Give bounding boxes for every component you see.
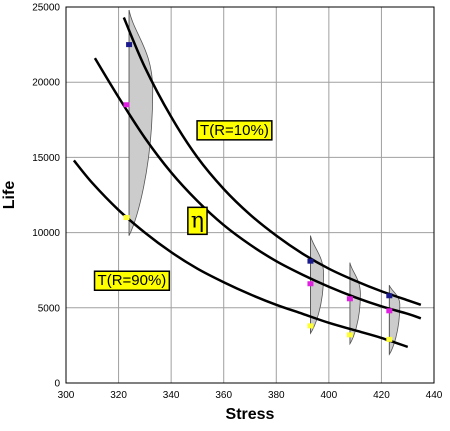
label-text: η bbox=[191, 208, 204, 233]
annotations: T(R=10%) η T(R=90%) bbox=[93, 120, 273, 291]
life-curves bbox=[72, 17, 422, 349]
x-tick-label: 320 bbox=[110, 390, 127, 401]
data-point-mid bbox=[346, 296, 353, 302]
x-tick-label: 300 bbox=[58, 390, 75, 401]
x-tick-label: 360 bbox=[215, 390, 232, 401]
y-tick-label: 5000 bbox=[38, 303, 61, 314]
data-point-top bbox=[126, 42, 133, 48]
tick-labels: 300 320 340 360 380 400 420 440 0 5000 10000 15000 2… bbox=[32, 3, 443, 402]
y-tick-label: 10000 bbox=[32, 228, 60, 239]
reliability-label: T(R=10%) bbox=[196, 120, 273, 141]
life-curve bbox=[122, 17, 422, 306]
label-text: T(R=90%) bbox=[98, 272, 167, 289]
data-point-low bbox=[123, 215, 130, 221]
x-axis-title: Stress bbox=[226, 406, 275, 423]
life-curve bbox=[93, 57, 422, 320]
grid-lines bbox=[65, 6, 435, 384]
x-tick-label: 400 bbox=[321, 390, 338, 401]
plot-frame bbox=[65, 6, 435, 384]
data-point-low bbox=[386, 336, 393, 342]
data-point-mid bbox=[123, 102, 130, 108]
reliability-label: T(R=90%) bbox=[93, 270, 171, 291]
y-tick-label: 20000 bbox=[32, 78, 60, 89]
x-tick-label: 420 bbox=[373, 390, 390, 401]
data-points bbox=[123, 42, 393, 342]
data-point-low bbox=[346, 332, 353, 338]
label-text: T(R=10%) bbox=[200, 122, 269, 139]
y-tick-label: 0 bbox=[54, 379, 60, 390]
y-tick-label: 15000 bbox=[32, 153, 60, 164]
x-tick-label: 440 bbox=[426, 390, 443, 401]
data-point-mid bbox=[386, 308, 393, 314]
eta-label: η bbox=[187, 206, 208, 236]
data-point-low bbox=[307, 323, 314, 329]
label-box bbox=[187, 206, 208, 236]
pdf-shape bbox=[128, 9, 154, 236]
data-point-top bbox=[386, 293, 393, 299]
y-axis-title: Life bbox=[1, 181, 18, 210]
data-point-top bbox=[307, 258, 314, 264]
life-curve bbox=[72, 159, 409, 349]
pdf-shapes bbox=[128, 9, 401, 356]
x-tick-label: 340 bbox=[163, 390, 180, 401]
x-tick-label: 380 bbox=[268, 390, 285, 401]
label-box bbox=[196, 120, 273, 141]
y-tick-label: 25000 bbox=[32, 3, 60, 14]
data-point-mid bbox=[307, 281, 314, 287]
label-box bbox=[93, 270, 171, 291]
